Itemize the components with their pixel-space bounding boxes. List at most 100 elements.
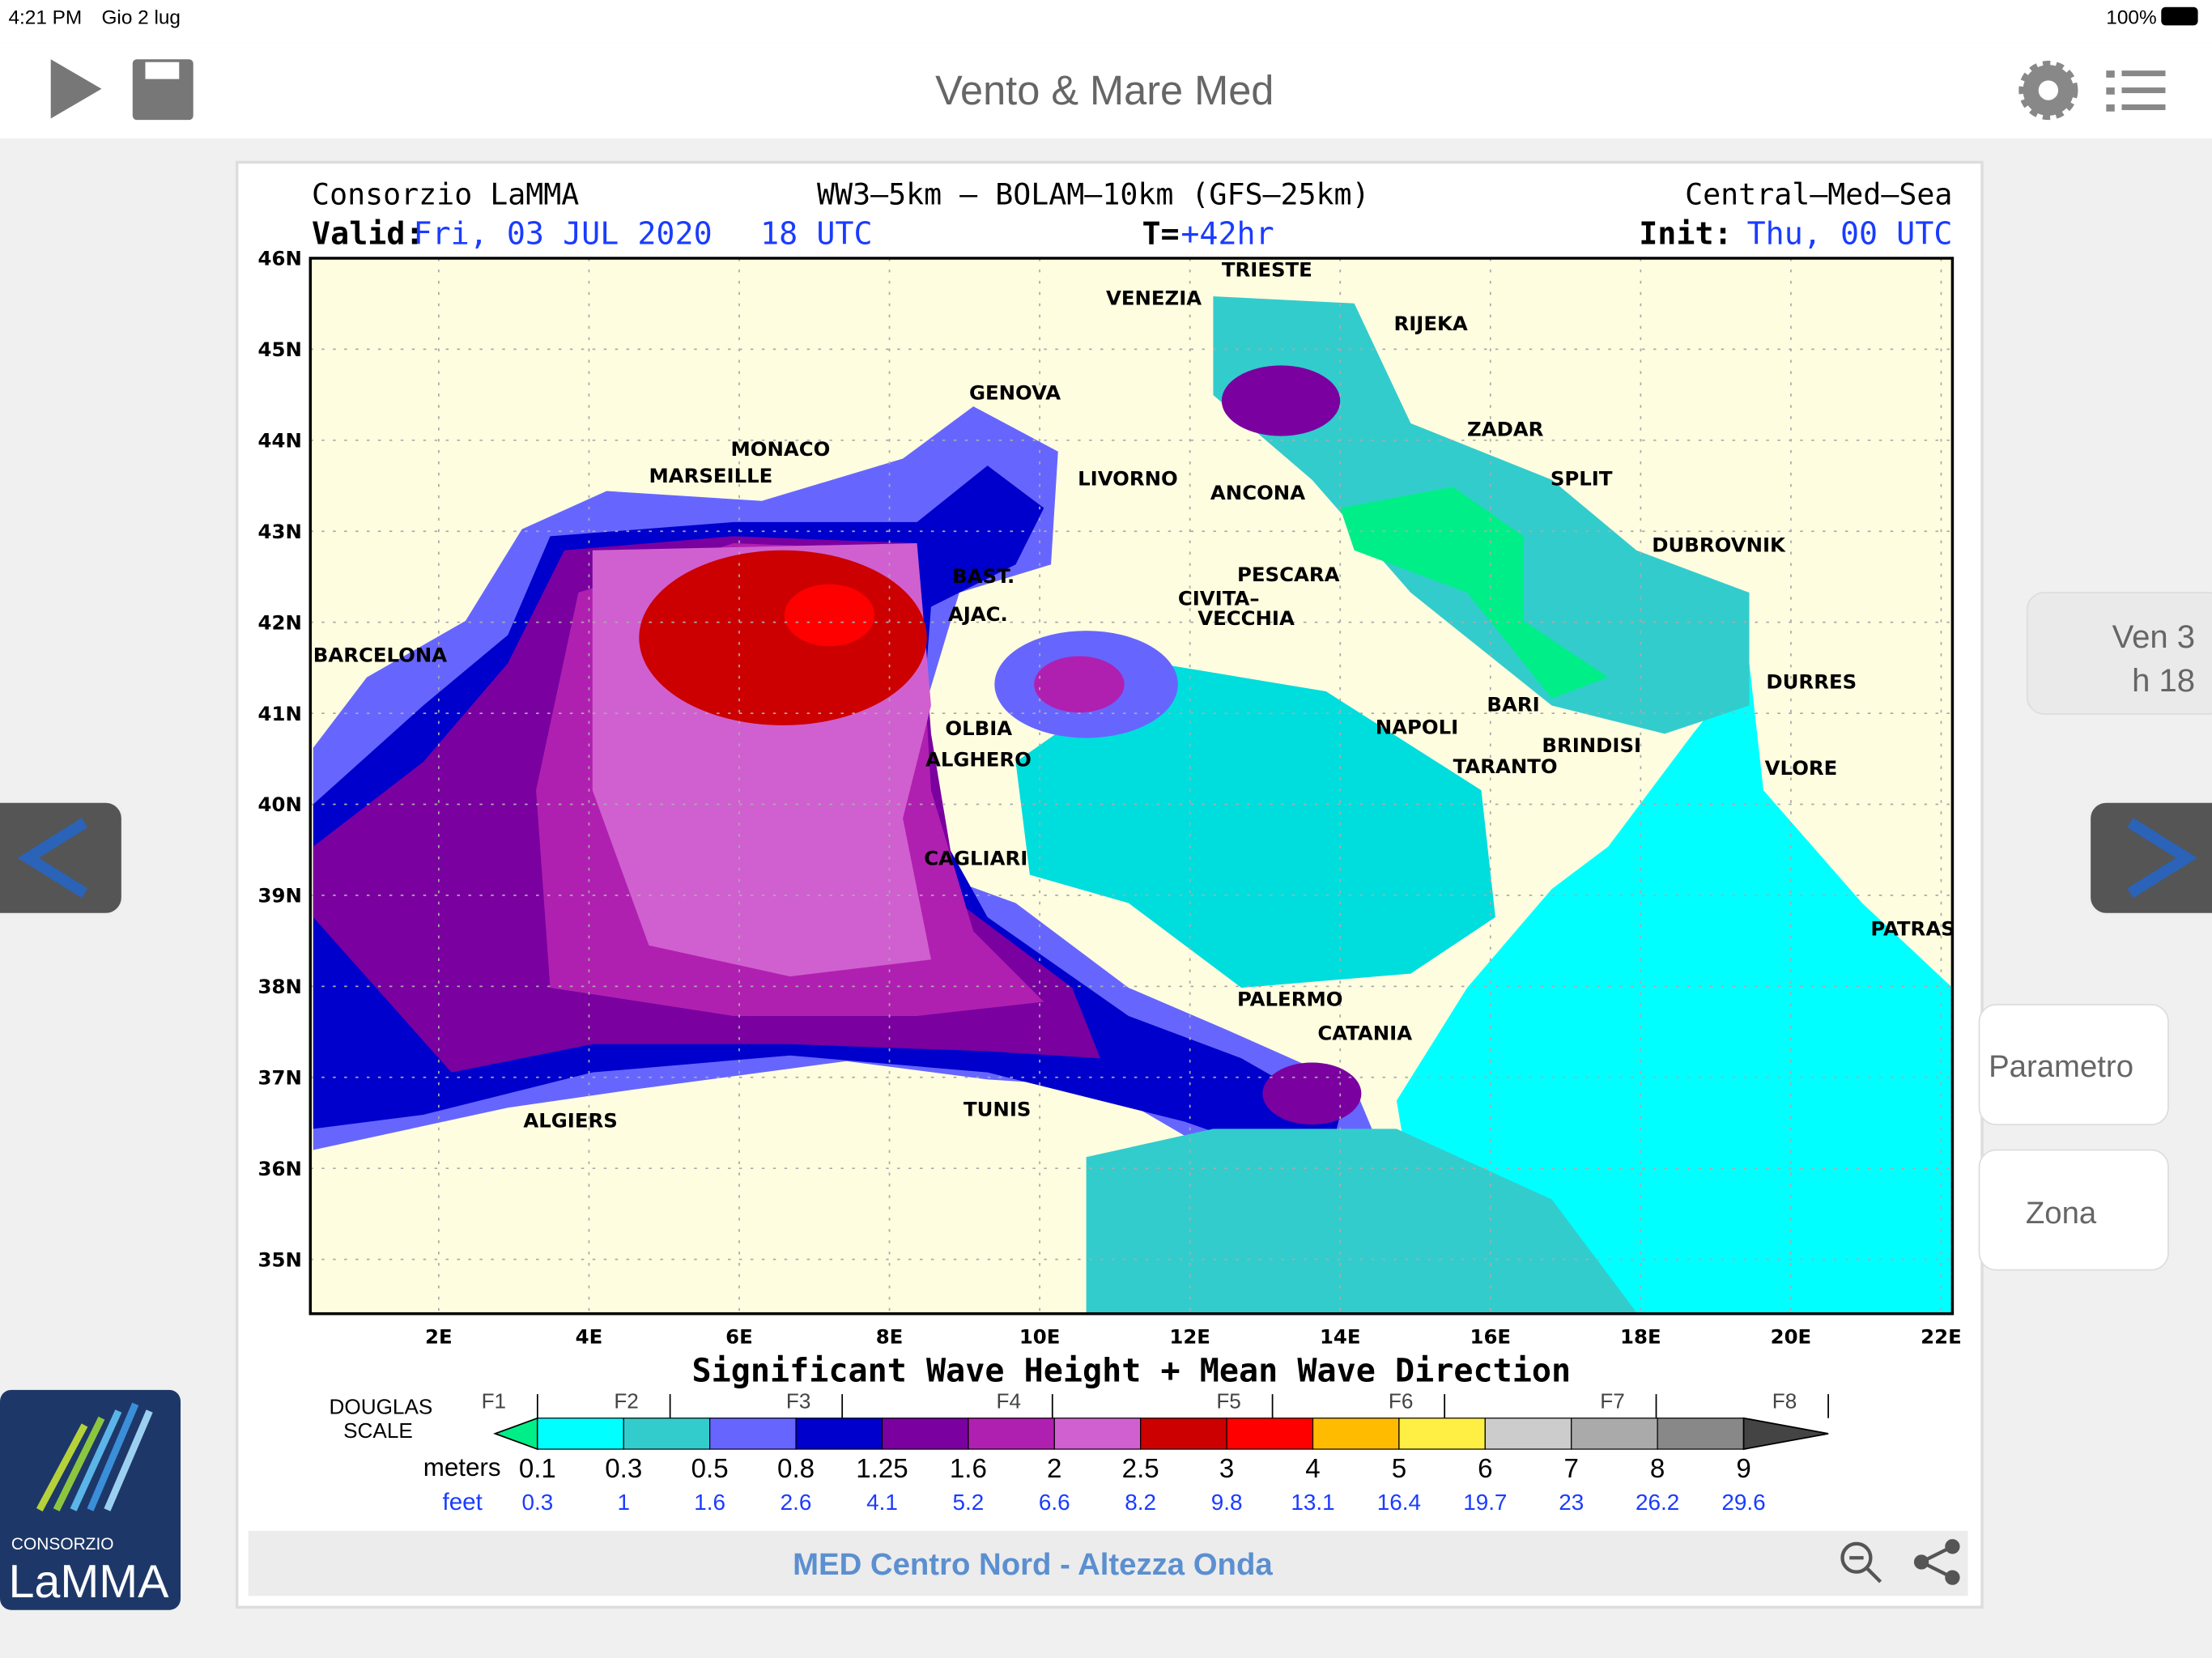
sea-zone	[639, 550, 927, 725]
play-button[interactable]	[50, 59, 102, 119]
lat-label: 38N	[258, 975, 302, 998]
legend-feet: 1	[617, 1490, 630, 1515]
legend-force: F1	[482, 1388, 506, 1413]
city-label: CATANIA	[1317, 1022, 1412, 1045]
legend-swatch	[1484, 1418, 1572, 1450]
map-title: Significant Wave Height + Mean Wave Dire…	[692, 1352, 1572, 1389]
legend-high-end	[1742, 1417, 1829, 1451]
city-label: DURRES	[1766, 670, 1857, 694]
city-label: CIVITA–	[1178, 587, 1260, 610]
legend-meters: 9	[1736, 1454, 1750, 1484]
legend-meters: 7	[1564, 1454, 1579, 1484]
legend-swatch	[1053, 1418, 1142, 1450]
map-frame	[308, 257, 1955, 1316]
valid-hour: 18 UTC	[760, 216, 872, 253]
legend-feet: 9.8	[1211, 1490, 1243, 1515]
lon-label: 18E	[1620, 1324, 1661, 1348]
menu-button[interactable]	[2106, 70, 2166, 112]
lon-label: 12E	[1169, 1324, 1210, 1348]
city-label: ANCONA	[1210, 481, 1305, 504]
legend-swatch	[1312, 1418, 1400, 1450]
status-date: Gio 2 lug	[101, 7, 181, 29]
t-label: T=	[1142, 216, 1179, 253]
valid-label: Valid:	[312, 216, 423, 253]
legend-swatch	[1226, 1418, 1314, 1450]
city-label: DUBROVNIK	[1652, 534, 1786, 557]
legend-swatch	[968, 1418, 1055, 1450]
city-label: MARSEILLE	[649, 464, 772, 487]
legend-feet: 2.6	[781, 1490, 812, 1515]
lon-label: 16E	[1470, 1324, 1512, 1348]
legend-swatch	[1571, 1418, 1658, 1450]
city-label: OLBIA	[945, 716, 1012, 740]
zona-button[interactable]	[1978, 1149, 2169, 1271]
legend-feet: 23	[1559, 1490, 1584, 1515]
lat-label: 45N	[258, 338, 302, 361]
app-title: Vento & Mare Med	[935, 67, 1274, 113]
lon-label: 4E	[576, 1324, 603, 1348]
legend-force: F3	[786, 1388, 810, 1413]
city-label: BARCELONA	[313, 643, 448, 666]
previous-arrow	[17, 818, 88, 899]
lat-label: 41N	[258, 702, 302, 725]
status-time: 4:21 PM	[8, 7, 82, 29]
city-label: VENEZIA	[1106, 286, 1202, 309]
previous-button[interactable]	[0, 800, 125, 916]
city-label: TARANTO	[1453, 755, 1558, 778]
legend-meters: 4	[1305, 1454, 1320, 1484]
city-label: PESCARA	[1237, 563, 1340, 586]
legend-swatch	[1657, 1418, 1745, 1450]
legend-meters: 0.5	[691, 1454, 729, 1484]
legend-scale-label: SCALE	[343, 1418, 413, 1443]
legend-feet: 29.6	[1721, 1490, 1765, 1515]
sea-zone	[1015, 663, 1495, 988]
legend-force: F5	[1216, 1388, 1240, 1413]
lat-label: 35N	[258, 1248, 302, 1271]
lat-label: 36N	[258, 1157, 302, 1180]
legend-meters: 2.5	[1122, 1454, 1159, 1484]
lat-label: 39N	[258, 884, 302, 908]
legend-meters: 3	[1219, 1454, 1234, 1484]
city-label: GENOVA	[969, 380, 1061, 404]
legend-feet: 6.6	[1039, 1490, 1070, 1515]
legend-swatch	[709, 1418, 797, 1450]
lat-label: 42N	[258, 610, 302, 634]
legend-meters: 0.8	[777, 1454, 815, 1484]
city-label: TRIESTE	[1222, 258, 1312, 282]
city-label: PALERMO	[1237, 988, 1342, 1011]
logo-stripes	[36, 1402, 153, 1512]
battery-icon	[2161, 6, 2198, 26]
sea-zone	[1262, 1062, 1362, 1125]
meters-label: meters	[423, 1453, 501, 1482]
legend-meters: 1.25	[856, 1454, 908, 1484]
legend-swatch	[795, 1418, 883, 1450]
map-org: Consorzio LaMMA	[312, 177, 579, 212]
legend-force: F8	[1772, 1388, 1797, 1413]
lon-label: 6E	[725, 1324, 753, 1348]
next-button[interactable]	[2087, 800, 2212, 916]
legend-feet: 16.4	[1377, 1490, 1421, 1515]
save-icon-detail	[145, 62, 180, 79]
share-button[interactable]	[1913, 1539, 1960, 1585]
lon-label: 20E	[1771, 1324, 1812, 1348]
city-label: ALGIERS	[523, 1109, 617, 1133]
lon-label: 2E	[425, 1324, 453, 1348]
legend-force: F2	[614, 1388, 638, 1413]
lat-label: 44N	[258, 429, 302, 453]
city-label: BAST.	[952, 564, 1015, 588]
lat-label: 46N	[258, 247, 302, 270]
legend-feet: 0.3	[521, 1490, 553, 1515]
footer-bar	[248, 1531, 1968, 1596]
legend-feet: 13.1	[1291, 1490, 1334, 1515]
parametro-button[interactable]	[1978, 1004, 2169, 1126]
zoom-out-button[interactable]	[1840, 1541, 1882, 1584]
legend-swatch	[1398, 1418, 1486, 1450]
legend-meters: 2	[1047, 1454, 1061, 1484]
sea-zone	[1086, 1129, 1637, 1312]
lon-label: 10E	[1019, 1324, 1061, 1348]
legend-feet: 26.2	[1636, 1490, 1679, 1515]
legend-swatch	[881, 1418, 969, 1450]
map-model: WW3–5km – BOLAM–10km (GFS–25km)	[817, 177, 1370, 212]
legend-meters: 0.1	[519, 1454, 556, 1484]
